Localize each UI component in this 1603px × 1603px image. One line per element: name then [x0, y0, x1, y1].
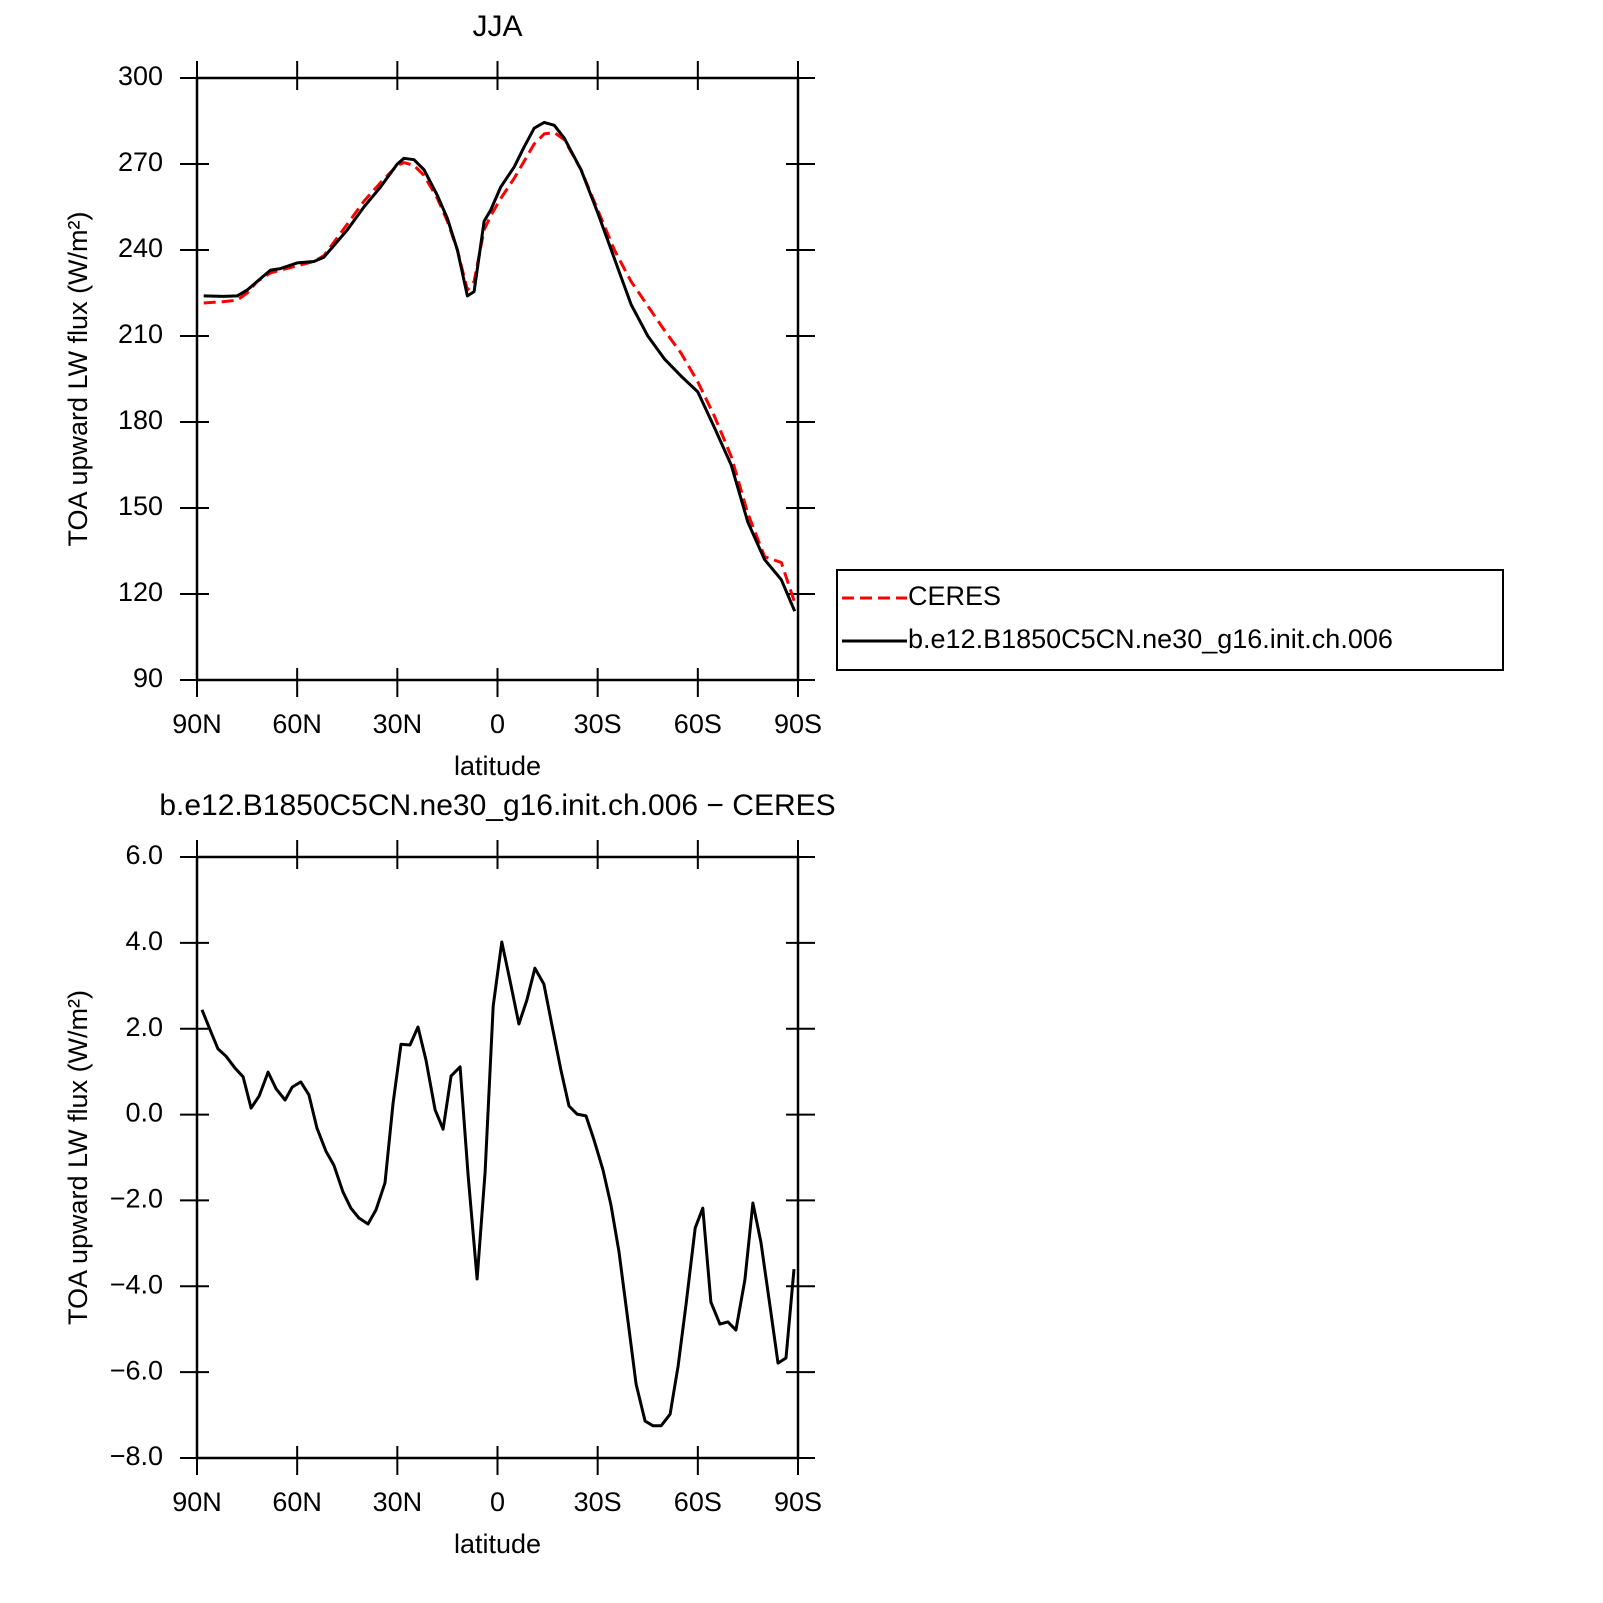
- y-tick-label: 270: [118, 147, 163, 177]
- plot-frame: [195, 76, 800, 682]
- plot-frame: [195, 855, 800, 1460]
- x-tick-label: 0: [490, 1487, 505, 1517]
- series-line: [200, 940, 796, 1428]
- y-tick-label: −4.0: [110, 1269, 163, 1299]
- chart-title: JJA: [472, 10, 522, 43]
- x-axis-label: latitude: [454, 751, 541, 781]
- y-tick-label: 4.0: [125, 926, 163, 956]
- series-line: [203, 131, 797, 604]
- y-tick-label: 6.0: [125, 840, 163, 870]
- y-axis-label: TOA upward LW flux (W/m²): [63, 990, 93, 1325]
- x-tick-label: 60N: [272, 1487, 322, 1517]
- y-tick-label: 300: [118, 61, 163, 91]
- x-tick-label: 90S: [774, 709, 822, 739]
- legend-label: CERES: [908, 581, 1001, 611]
- y-tick-label: −2.0: [110, 1184, 163, 1214]
- y-tick-label: −6.0: [110, 1355, 163, 1385]
- legend-label: b.e12.B1850C5CN.ne30_g16.init.ch.006: [908, 624, 1393, 654]
- x-tick-label: 0: [490, 709, 505, 739]
- x-tick-label: 30S: [574, 1487, 622, 1517]
- y-tick-label: −8.0: [110, 1441, 163, 1471]
- x-tick-label: 60S: [674, 709, 722, 739]
- y-tick-label: 0.0: [125, 1098, 163, 1128]
- x-tick-label: 30S: [574, 709, 622, 739]
- chart-title: b.e12.B1850C5CN.ne30_g16.init.ch.006 − C…: [159, 789, 835, 822]
- series-line: [203, 120, 797, 612]
- x-tick-label: 90S: [774, 1487, 822, 1517]
- x-tick-label: 60S: [674, 1487, 722, 1517]
- y-tick-label: 90: [133, 663, 163, 693]
- x-tick-label: 30N: [373, 709, 423, 739]
- x-tick-label: 60N: [272, 709, 322, 739]
- y-tick-label: 240: [118, 233, 163, 263]
- x-tick-label: 90N: [172, 1487, 222, 1517]
- x-tick-label: 90N: [172, 709, 222, 739]
- y-tick-label: 150: [118, 491, 163, 521]
- y-axis-label: TOA upward LW flux (W/m²): [63, 211, 93, 546]
- y-tick-label: 2.0: [125, 1012, 163, 1042]
- y-tick-label: 120: [118, 577, 163, 607]
- legend-box: [836, 569, 1504, 671]
- x-axis-label: latitude: [454, 1529, 541, 1559]
- y-tick-label: 180: [118, 405, 163, 435]
- x-tick-label: 30N: [373, 1487, 423, 1517]
- y-tick-label: 210: [118, 319, 163, 349]
